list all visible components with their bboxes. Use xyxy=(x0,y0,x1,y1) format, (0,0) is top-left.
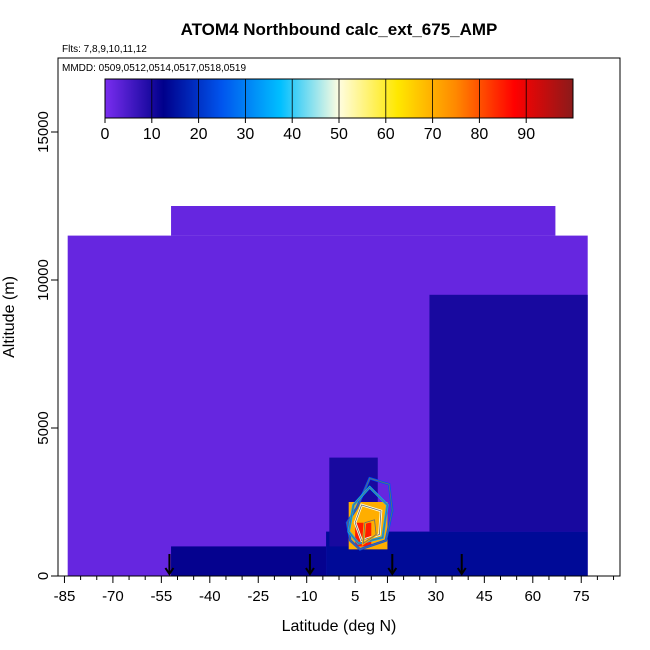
marker-arrow-head xyxy=(305,567,315,576)
field-cell xyxy=(171,546,327,576)
contour-lines xyxy=(345,476,394,551)
y-axis: 0 5000 10000 15000 xyxy=(35,111,58,580)
x-tick-label: 75 xyxy=(573,588,590,605)
x-tick-label: -70 xyxy=(102,588,124,605)
colorbar-ticks: 0 10 20 30 40 50 60 70 80 90 xyxy=(101,79,535,143)
x-tick-label: -10 xyxy=(296,588,318,605)
x-tick-label: -40 xyxy=(199,588,221,605)
dates-note: MMDD: 0509,0512,0514,0517,0518,0519 xyxy=(62,63,246,74)
heatmap-field xyxy=(67,206,588,576)
field-cell xyxy=(171,206,556,236)
flights-note: Flts: 7,8,9,10,11,12 xyxy=(62,44,147,55)
colorbar-tick-label: 90 xyxy=(517,126,535,143)
field-cell xyxy=(429,294,588,532)
x-tick-label: -85 xyxy=(54,588,76,605)
colorbar-tick-label: 70 xyxy=(424,126,442,143)
colorbar-tick-label: 60 xyxy=(377,126,395,143)
x-tick-label: -25 xyxy=(247,588,269,605)
marker-arrow-head xyxy=(456,567,467,576)
x-axis-label: Latitude (deg N) xyxy=(282,618,397,635)
colorbar-tick-label: 20 xyxy=(190,126,208,143)
chart-title: ATOM4 Northbound calc_ext_675_AMP xyxy=(181,20,498,39)
x-tick-label: -55 xyxy=(151,588,173,605)
colorbar-tick-label: 50 xyxy=(330,126,348,143)
colorbar-tick-label: 80 xyxy=(471,126,489,143)
y-tick-label: 0 xyxy=(35,572,52,580)
marker-arrow-head xyxy=(387,567,398,576)
contour-outline xyxy=(346,477,393,550)
x-tick-label: 15 xyxy=(379,588,396,605)
x-tick-label: 30 xyxy=(428,588,445,605)
y-axis-label: Altitude (m) xyxy=(1,276,18,358)
x-tick-label: 5 xyxy=(351,588,359,605)
x-axis: -85 -70 -55 -40 -25 -10 5 15 30 45 60 75 xyxy=(54,575,620,605)
x-tick-label: 45 xyxy=(476,588,493,605)
y-tick-label: 5000 xyxy=(35,411,52,444)
colorbar-tick-label: 40 xyxy=(283,126,301,143)
y-tick-label: 10000 xyxy=(35,259,52,301)
colorbar-tick-label: 30 xyxy=(237,126,255,143)
colorbar: 0 10 20 30 40 50 60 70 80 90 xyxy=(101,78,574,143)
colorbar-tick-label: 10 xyxy=(143,126,161,143)
marker-arrow-head xyxy=(164,567,175,576)
colorbar-tick-label: 0 xyxy=(101,126,110,143)
y-tick-label: 15000 xyxy=(35,111,52,153)
x-tick-label: 60 xyxy=(524,588,541,605)
contour-outline xyxy=(348,486,388,544)
contour-outline xyxy=(362,519,377,545)
flight-markers xyxy=(164,554,467,576)
